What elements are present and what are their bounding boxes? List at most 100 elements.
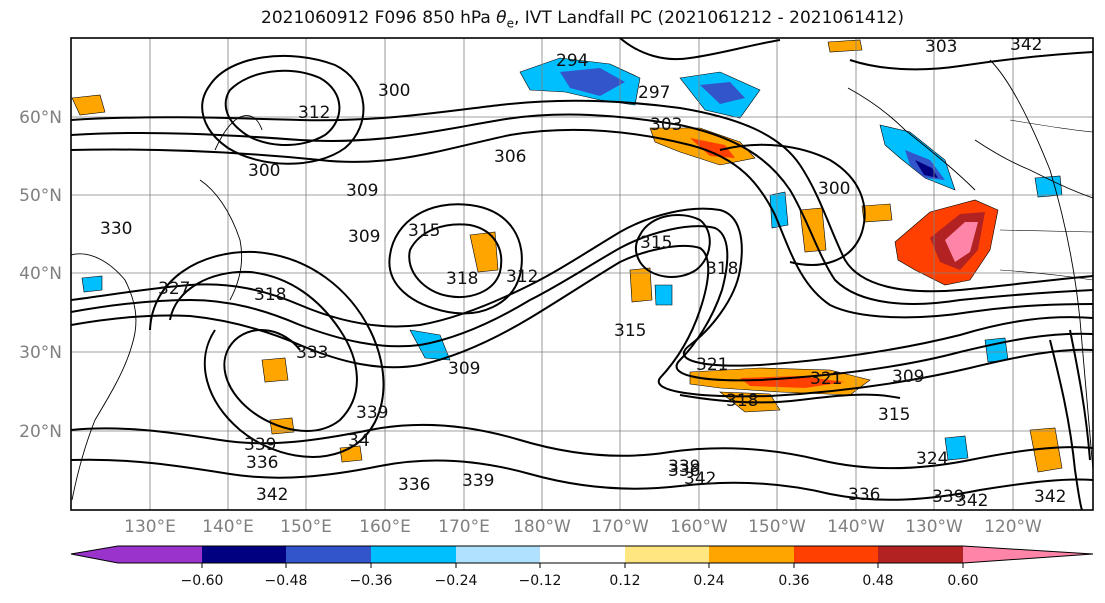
title-suffix: , IVT Landfall PC (2021061212 - 20210614…: [513, 8, 904, 28]
title-prefix: 2021060912 F096 850 hPa: [261, 8, 497, 28]
contour-label: 327: [158, 279, 190, 299]
colorbar-segment: [709, 546, 794, 563]
contour-jet-north: [71, 99, 1093, 293]
ivt-region-north-pacific-west: [827, 39, 863, 53]
contour-loop-northwest: [224, 69, 341, 146]
colorbar-outline: [70, 545, 1094, 564]
colorbar-label: −0.48: [265, 573, 308, 589]
contour-label: 312: [506, 267, 538, 287]
contour-label: 315: [640, 233, 672, 253]
contour-mexico: [1049, 339, 1083, 510]
ivt-shading: [71, 39, 1063, 473]
colorbar-extend-min: [71, 546, 118, 563]
country-borders: [999, 119, 1093, 281]
colorbar-label: −0.12: [519, 573, 562, 589]
lon-label-150w: 150°W: [748, 517, 806, 537]
contour-north-alaska: [619, 38, 781, 61]
contour-label: 318: [446, 269, 478, 289]
ivt-region-mexico: [1029, 427, 1063, 473]
contour-south-2: [71, 458, 1093, 501]
lon-label-140e: 140°E: [202, 517, 254, 537]
colorbar-labels: −0.60 −0.48 −0.36 −0.24 −0.12 0.12 0.24 …: [181, 573, 979, 589]
ivt-region-pacific-nw-peak: [945, 222, 978, 262]
contour-label: 309: [346, 181, 378, 201]
lat-label-40n: 40°N: [19, 264, 62, 284]
colorbar-segment: [286, 546, 371, 563]
lon-label-170e: 170°E: [438, 517, 490, 537]
contour-label: 324: [916, 449, 948, 469]
ivt-region-central-america: [944, 435, 969, 461]
colorbar-ticks: [201, 563, 964, 568]
contour-label: 306: [494, 147, 526, 167]
ivt-region-south-china: [81, 275, 103, 293]
contour-label: 336: [398, 475, 430, 495]
contour-loop-central-outer: [388, 203, 523, 315]
colorbar-extend-max: [963, 546, 1093, 563]
contour-hawaii: [679, 393, 901, 404]
ivt-region-japan-east: [409, 329, 451, 361]
colorbar-segment: [371, 546, 456, 563]
contour-label: 315: [614, 321, 646, 341]
contour-label: 318: [726, 391, 758, 411]
contour-label: 339: [244, 435, 276, 455]
ivt-region-central-pacific: [799, 207, 827, 253]
colorbar-segment: [118, 546, 202, 563]
ivt-region-bering-core: [560, 68, 625, 96]
lon-label-160w: 160°W: [670, 517, 728, 537]
contour-label: 336: [848, 485, 880, 505]
colorbar-segment: [794, 546, 878, 563]
contour-label: 342: [1034, 487, 1066, 507]
lat-label-20n: 20°N: [19, 422, 62, 442]
contour-label: 297: [638, 83, 670, 103]
contour-label: 336: [246, 453, 278, 473]
contour-jet-3: [71, 207, 1093, 367]
colorbar-segment: [202, 546, 286, 563]
contour-swirl-west-2: [149, 250, 385, 458]
colorbar-label: −0.60: [181, 573, 224, 589]
contour-label: 330: [100, 219, 132, 239]
lon-label-130e: 130°E: [124, 517, 176, 537]
colorbar-label: 0.48: [862, 573, 893, 589]
contour-label: 300: [378, 81, 410, 101]
contour-label: 300: [818, 179, 850, 199]
lat-label-60n: 60°N: [19, 108, 62, 128]
contour-label: 342: [256, 485, 288, 505]
map-title: 2021060912 F096 850 hPa θe, IVT Landfall…: [0, 8, 1105, 30]
contour-label: 309: [348, 227, 380, 247]
map-frame: [70, 37, 1094, 511]
lon-label-160e: 160°E: [359, 517, 411, 537]
contour-label: 315: [408, 221, 440, 241]
ivt-region-japan-west: [71, 94, 106, 116]
contour-label: 321: [810, 369, 842, 389]
colorbar-label: 0.60: [947, 573, 978, 589]
lon-label-180w: 180°W: [513, 517, 571, 537]
contour-label: 303: [650, 115, 682, 135]
contour-gyre-east: [719, 143, 866, 266]
lon-label-170w: 170°W: [591, 517, 649, 537]
colorbar-label: 0.36: [778, 573, 809, 589]
ivt-region-west-pacific: [261, 357, 289, 383]
contour-mexico-2: [1069, 329, 1091, 461]
lon-label-130w: 130°W: [905, 517, 963, 537]
contour-south-1: [71, 423, 1093, 470]
contour-label: 303: [925, 37, 957, 57]
colorbar: −0.60 −0.48 −0.36 −0.24 −0.12 0.12 0.24 …: [70, 545, 1094, 589]
lat-label-50n: 50°N: [19, 186, 62, 206]
colorbar-label: −0.24: [435, 573, 478, 589]
contour-label: 309: [448, 359, 480, 379]
colorbar-segment: [625, 546, 709, 563]
contour-jet-4: [71, 225, 1093, 382]
contour-label: 318: [706, 259, 738, 279]
ivt-region-tropics-mid: [269, 417, 295, 435]
contour-north-canada: [849, 51, 1093, 71]
contour-label: 309: [892, 367, 924, 387]
theta-e-contours: [71, 38, 1093, 510]
colorbar-label: 0.24: [693, 573, 724, 589]
colorbar-segment: [456, 546, 540, 563]
ivt-region-alaska-south-core: [690, 138, 735, 158]
colorbar-label: −0.36: [350, 573, 393, 589]
contour-label: 34: [348, 431, 370, 451]
contour-label: 294: [556, 51, 588, 71]
contour-label: 342: [1010, 35, 1042, 55]
